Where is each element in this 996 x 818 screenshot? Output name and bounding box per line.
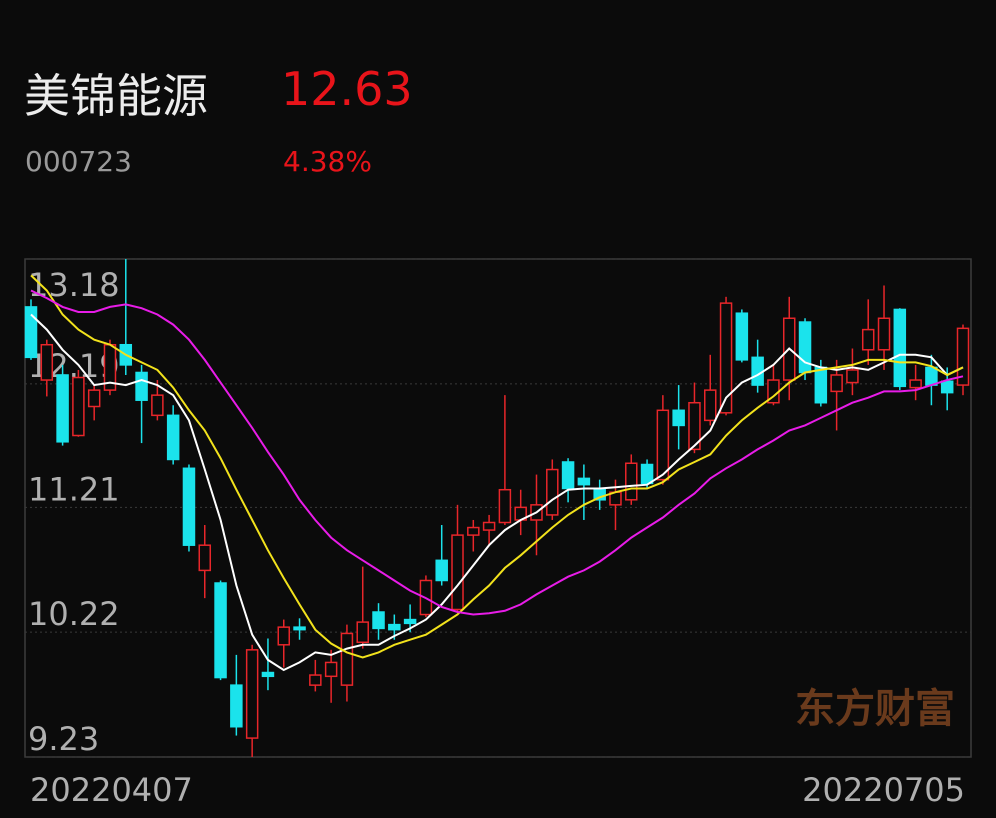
candle-body <box>214 582 227 679</box>
candle-body <box>293 626 306 631</box>
candle-body <box>909 379 922 389</box>
y-tick-label: 10.22 <box>28 595 120 633</box>
candle-body <box>261 671 275 678</box>
stock-name: 美锦能源 <box>24 69 208 123</box>
candle-body <box>24 306 38 359</box>
candle-body <box>372 611 385 630</box>
moving-average-line <box>30 313 964 672</box>
candle-body <box>40 343 54 381</box>
candle-body <box>656 409 670 481</box>
candle-body <box>925 366 938 386</box>
candle-body <box>498 488 512 524</box>
candle-body <box>846 369 859 384</box>
y-tick-label: 13.18 <box>28 266 120 304</box>
candle-body <box>482 521 496 531</box>
candle-body <box>893 308 907 388</box>
candle-body <box>87 389 101 408</box>
candle-body <box>704 389 717 422</box>
candle-body <box>672 409 685 427</box>
candle-body <box>309 674 322 686</box>
candle-body <box>166 414 180 461</box>
candle-body <box>814 366 828 404</box>
candle-body <box>467 526 480 536</box>
candle-body <box>625 462 638 501</box>
candle-body <box>561 461 575 490</box>
candle-body <box>877 317 891 351</box>
candle-body <box>72 376 85 437</box>
plot-frame <box>24 258 972 758</box>
y-tick-label: 9.23 <box>28 720 99 758</box>
candle-body <box>751 356 764 386</box>
candle-body <box>956 327 970 386</box>
candle-body <box>546 468 559 516</box>
candle-body <box>435 559 448 582</box>
candle-body <box>403 618 417 625</box>
candle-body <box>688 401 701 451</box>
candle-body <box>356 621 369 644</box>
candle-body <box>277 626 290 646</box>
y-tick-label: 11.21 <box>28 470 120 508</box>
candle-body <box>135 371 148 401</box>
moving-average-line <box>30 274 964 659</box>
candle-body <box>719 302 733 414</box>
candle-body <box>230 684 243 728</box>
candle-body <box>798 321 812 374</box>
candle-body <box>388 623 401 631</box>
candle-body <box>451 534 464 611</box>
candle-body <box>324 661 338 678</box>
stock-change: 4.38% <box>283 145 372 178</box>
candle-body <box>245 649 259 739</box>
candle-body <box>861 328 875 351</box>
candle-body <box>940 380 954 394</box>
candle-body <box>340 632 354 686</box>
candle-body <box>198 544 212 572</box>
candle-body <box>735 312 749 361</box>
x-tick-label: 20220705 <box>802 771 965 809</box>
candle-body <box>830 374 843 393</box>
candle-body <box>640 463 654 485</box>
candle-body <box>182 467 196 546</box>
moving-average-line <box>30 289 964 616</box>
candle-body <box>577 477 591 486</box>
candle-body <box>151 394 164 417</box>
stock-code: 000723 <box>25 145 132 178</box>
x-tick-label: 20220407 <box>30 771 193 809</box>
watermark: 东方财富 <box>795 686 955 732</box>
candle-body <box>56 374 69 443</box>
stock-price: 12.63 <box>281 62 413 116</box>
